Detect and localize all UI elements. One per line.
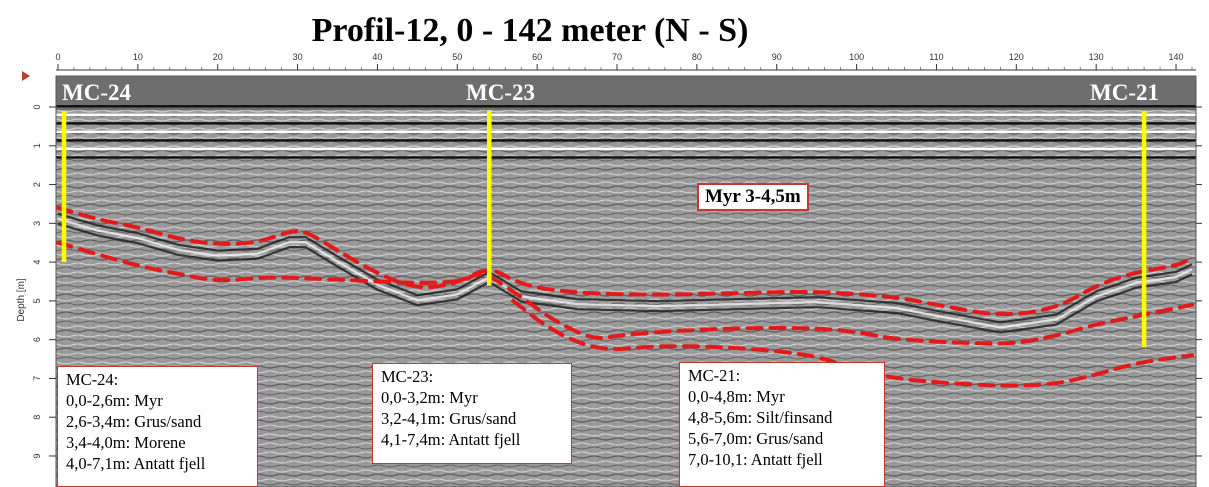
myr-annotation: Myr 3-4,5m xyxy=(697,183,809,211)
box-title: MC-23: xyxy=(381,367,434,386)
box-line: 3,2-4,1m: Grus/sand xyxy=(381,409,517,428)
x-tick-label: 120 xyxy=(1009,52,1024,62)
y-tick-label: 2 xyxy=(32,182,42,187)
label-mc21: MC-21 xyxy=(1090,80,1159,105)
x-tick-label: 110 xyxy=(929,52,943,62)
x-tick-label: 100 xyxy=(849,52,864,62)
label-mc24: MC-24 xyxy=(62,80,131,105)
x-tick-label: 140 xyxy=(1169,52,1184,62)
x-tick-label: 80 xyxy=(692,52,702,62)
box-line: 7,0-10,1: Antatt fjell xyxy=(688,450,823,469)
info-box-mc23: MC-23: 0,0-3,2m: Myr 3,2-4,1m: Grus/sand… xyxy=(372,363,572,464)
info-box-mc21: MC-21: 0,0-4,8m: Myr 4,8-5,6m: Silt/fins… xyxy=(679,362,885,487)
y-tick-label: 5 xyxy=(32,298,42,303)
top-band xyxy=(56,76,1196,110)
x-tick-label: 40 xyxy=(372,52,382,62)
y-tick-label: 8 xyxy=(32,415,42,420)
reflection-upper xyxy=(57,212,1193,334)
y-axis-label: Depth [m] xyxy=(16,278,27,322)
x-tick-label: 90 xyxy=(772,52,782,62)
box-line: 3,4-4,0m: Morene xyxy=(66,433,186,452)
surface-band xyxy=(56,130,1196,134)
box-line: 0,0-3,2m: Myr xyxy=(381,388,478,407)
y-axis: 0 1 2 3 4 5 6 7 8 9 xyxy=(32,105,1202,458)
box-line: 0,0-2,6m: Myr xyxy=(66,391,163,410)
surface-band xyxy=(56,147,1196,151)
boundary-middle xyxy=(56,240,1194,346)
surface-band xyxy=(56,105,1196,108)
plot-area xyxy=(55,75,1197,487)
marker-triangle-icon xyxy=(22,71,30,81)
y-tick-label: 7 xyxy=(32,376,42,381)
box-line: 5,6-7,0m: Grus/sand xyxy=(688,429,824,448)
chart-title: Profil-12, 0 - 142 meter (N - S) xyxy=(311,12,749,49)
y-tick-label: 6 xyxy=(32,337,42,342)
box-line: 4,1-7,4m: Antatt fjell xyxy=(381,430,521,449)
box-title: MC-21: xyxy=(688,366,741,385)
x-tick-label: 50 xyxy=(452,52,462,62)
reflection-line xyxy=(57,212,1193,324)
x-axis: 0 10 20 30 40 50 60 70 80 90 100 110 120 130 140 xyxy=(55,52,1196,71)
surface-band xyxy=(56,139,1196,142)
x-tick-label: 130 xyxy=(1089,52,1104,62)
reflection-line xyxy=(57,217,1193,329)
boreholes xyxy=(61,110,1147,348)
y-tick-label: 4 xyxy=(32,260,42,265)
y-tick-label: 3 xyxy=(32,221,42,226)
y-tick-label: 0 xyxy=(32,105,42,110)
box-line: 2,6-3,4m: Grus/sand xyxy=(66,412,202,431)
label-mc23: MC-23 xyxy=(466,80,535,105)
surface-band xyxy=(56,113,1196,117)
boundary-upper xyxy=(56,205,1194,317)
box-line: 4,8-5,6m: Silt/finsand xyxy=(688,408,833,427)
y-tick-label: 1 xyxy=(32,143,42,148)
surface-band xyxy=(56,122,1196,125)
box-line: 0,0-4,8m: Myr xyxy=(688,387,785,406)
y-tick-label: 9 xyxy=(32,453,42,458)
surface-reflections xyxy=(56,105,1196,159)
reflection-line xyxy=(57,222,1193,334)
info-box-mc24: MC-24: 0,0-2,6m: Myr 2,6-3,4m: Grus/sand… xyxy=(57,366,258,487)
box-line: 4,0-7,1m: Antatt fjell xyxy=(66,454,206,473)
x-tick-label: 60 xyxy=(532,52,542,62)
surface-band xyxy=(56,156,1196,159)
x-tick-label: 0 xyxy=(55,52,60,62)
x-tick-label: 30 xyxy=(293,52,303,62)
box-title: MC-24: xyxy=(66,370,119,389)
x-tick-label: 70 xyxy=(612,52,622,62)
x-tick-label: 20 xyxy=(213,52,223,62)
x-tick-label: 10 xyxy=(133,52,143,62)
